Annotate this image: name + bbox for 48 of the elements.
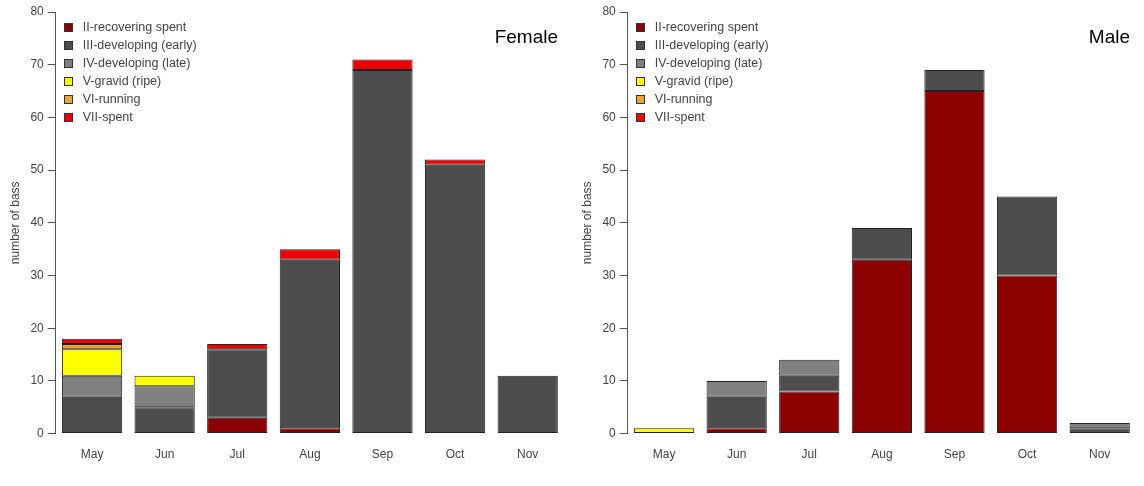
x-tick-label: May	[652, 447, 676, 462]
y-tick-label: 0	[609, 425, 617, 440]
legend-label: VII-spent	[82, 109, 133, 126]
y-tick-label: 30	[602, 267, 617, 282]
y-tick-label: 70	[30, 57, 45, 72]
y-tick-label: 40	[30, 215, 45, 230]
x-tick-label: Nov	[1089, 447, 1111, 462]
legend-label: III-developing (early)	[654, 37, 769, 54]
x-tick-label: May	[80, 447, 104, 462]
x-tick-label: Jul	[229, 447, 245, 462]
y-tick-label: 20	[30, 320, 45, 335]
x-tick-label: Oct	[1017, 447, 1038, 462]
y-tick-label: 20	[602, 320, 617, 335]
x-tick-label: Jun	[726, 447, 747, 462]
legend-label: V-gravid (ripe)	[654, 73, 734, 90]
x-tick-label: Nov	[517, 447, 539, 462]
y-tick-label: 30	[30, 267, 45, 282]
y-tick-label: 50	[30, 162, 45, 177]
legend-label: III-developing (early)	[82, 37, 197, 54]
y-axis-title: number of bass	[7, 181, 22, 265]
y-tick-label: 10	[30, 373, 45, 388]
y-tick-label: 70	[602, 57, 617, 72]
legend-label: IV-developing (late)	[82, 55, 191, 72]
text: Female	[494, 26, 558, 48]
legend-label: VI-running	[654, 91, 713, 108]
y-axis-title: number of bass	[579, 181, 594, 265]
x-tick-label: Jul	[801, 447, 817, 462]
y-tick-label: 80	[30, 4, 45, 19]
legend-label: IV-developing (late)	[654, 55, 763, 72]
y-tick-label: 60	[602, 109, 617, 124]
x-tick-label: Sep	[943, 447, 966, 462]
x-tick-label: Aug	[871, 447, 893, 462]
legend-label: II-recovering spent	[82, 19, 187, 36]
x-tick-label: Oct	[445, 447, 466, 462]
y-tick-label: 0	[37, 425, 45, 440]
x-tick-label: Jun	[154, 447, 175, 462]
y-tick-label: 80	[602, 4, 617, 19]
legend-label: VII-spent	[654, 109, 705, 126]
y-tick-label: 50	[602, 162, 617, 177]
text: Male	[1088, 26, 1130, 48]
x-tick-label: Sep	[371, 447, 394, 462]
x-tick-label: Aug	[299, 447, 321, 462]
legend-label: VI-running	[82, 91, 141, 108]
legend-label: II-recovering spent	[654, 19, 759, 36]
legend-label: V-gravid (ripe)	[82, 73, 162, 90]
y-tick-label: 40	[602, 215, 617, 230]
y-tick-label: 10	[602, 373, 617, 388]
y-tick-label: 60	[30, 109, 45, 124]
